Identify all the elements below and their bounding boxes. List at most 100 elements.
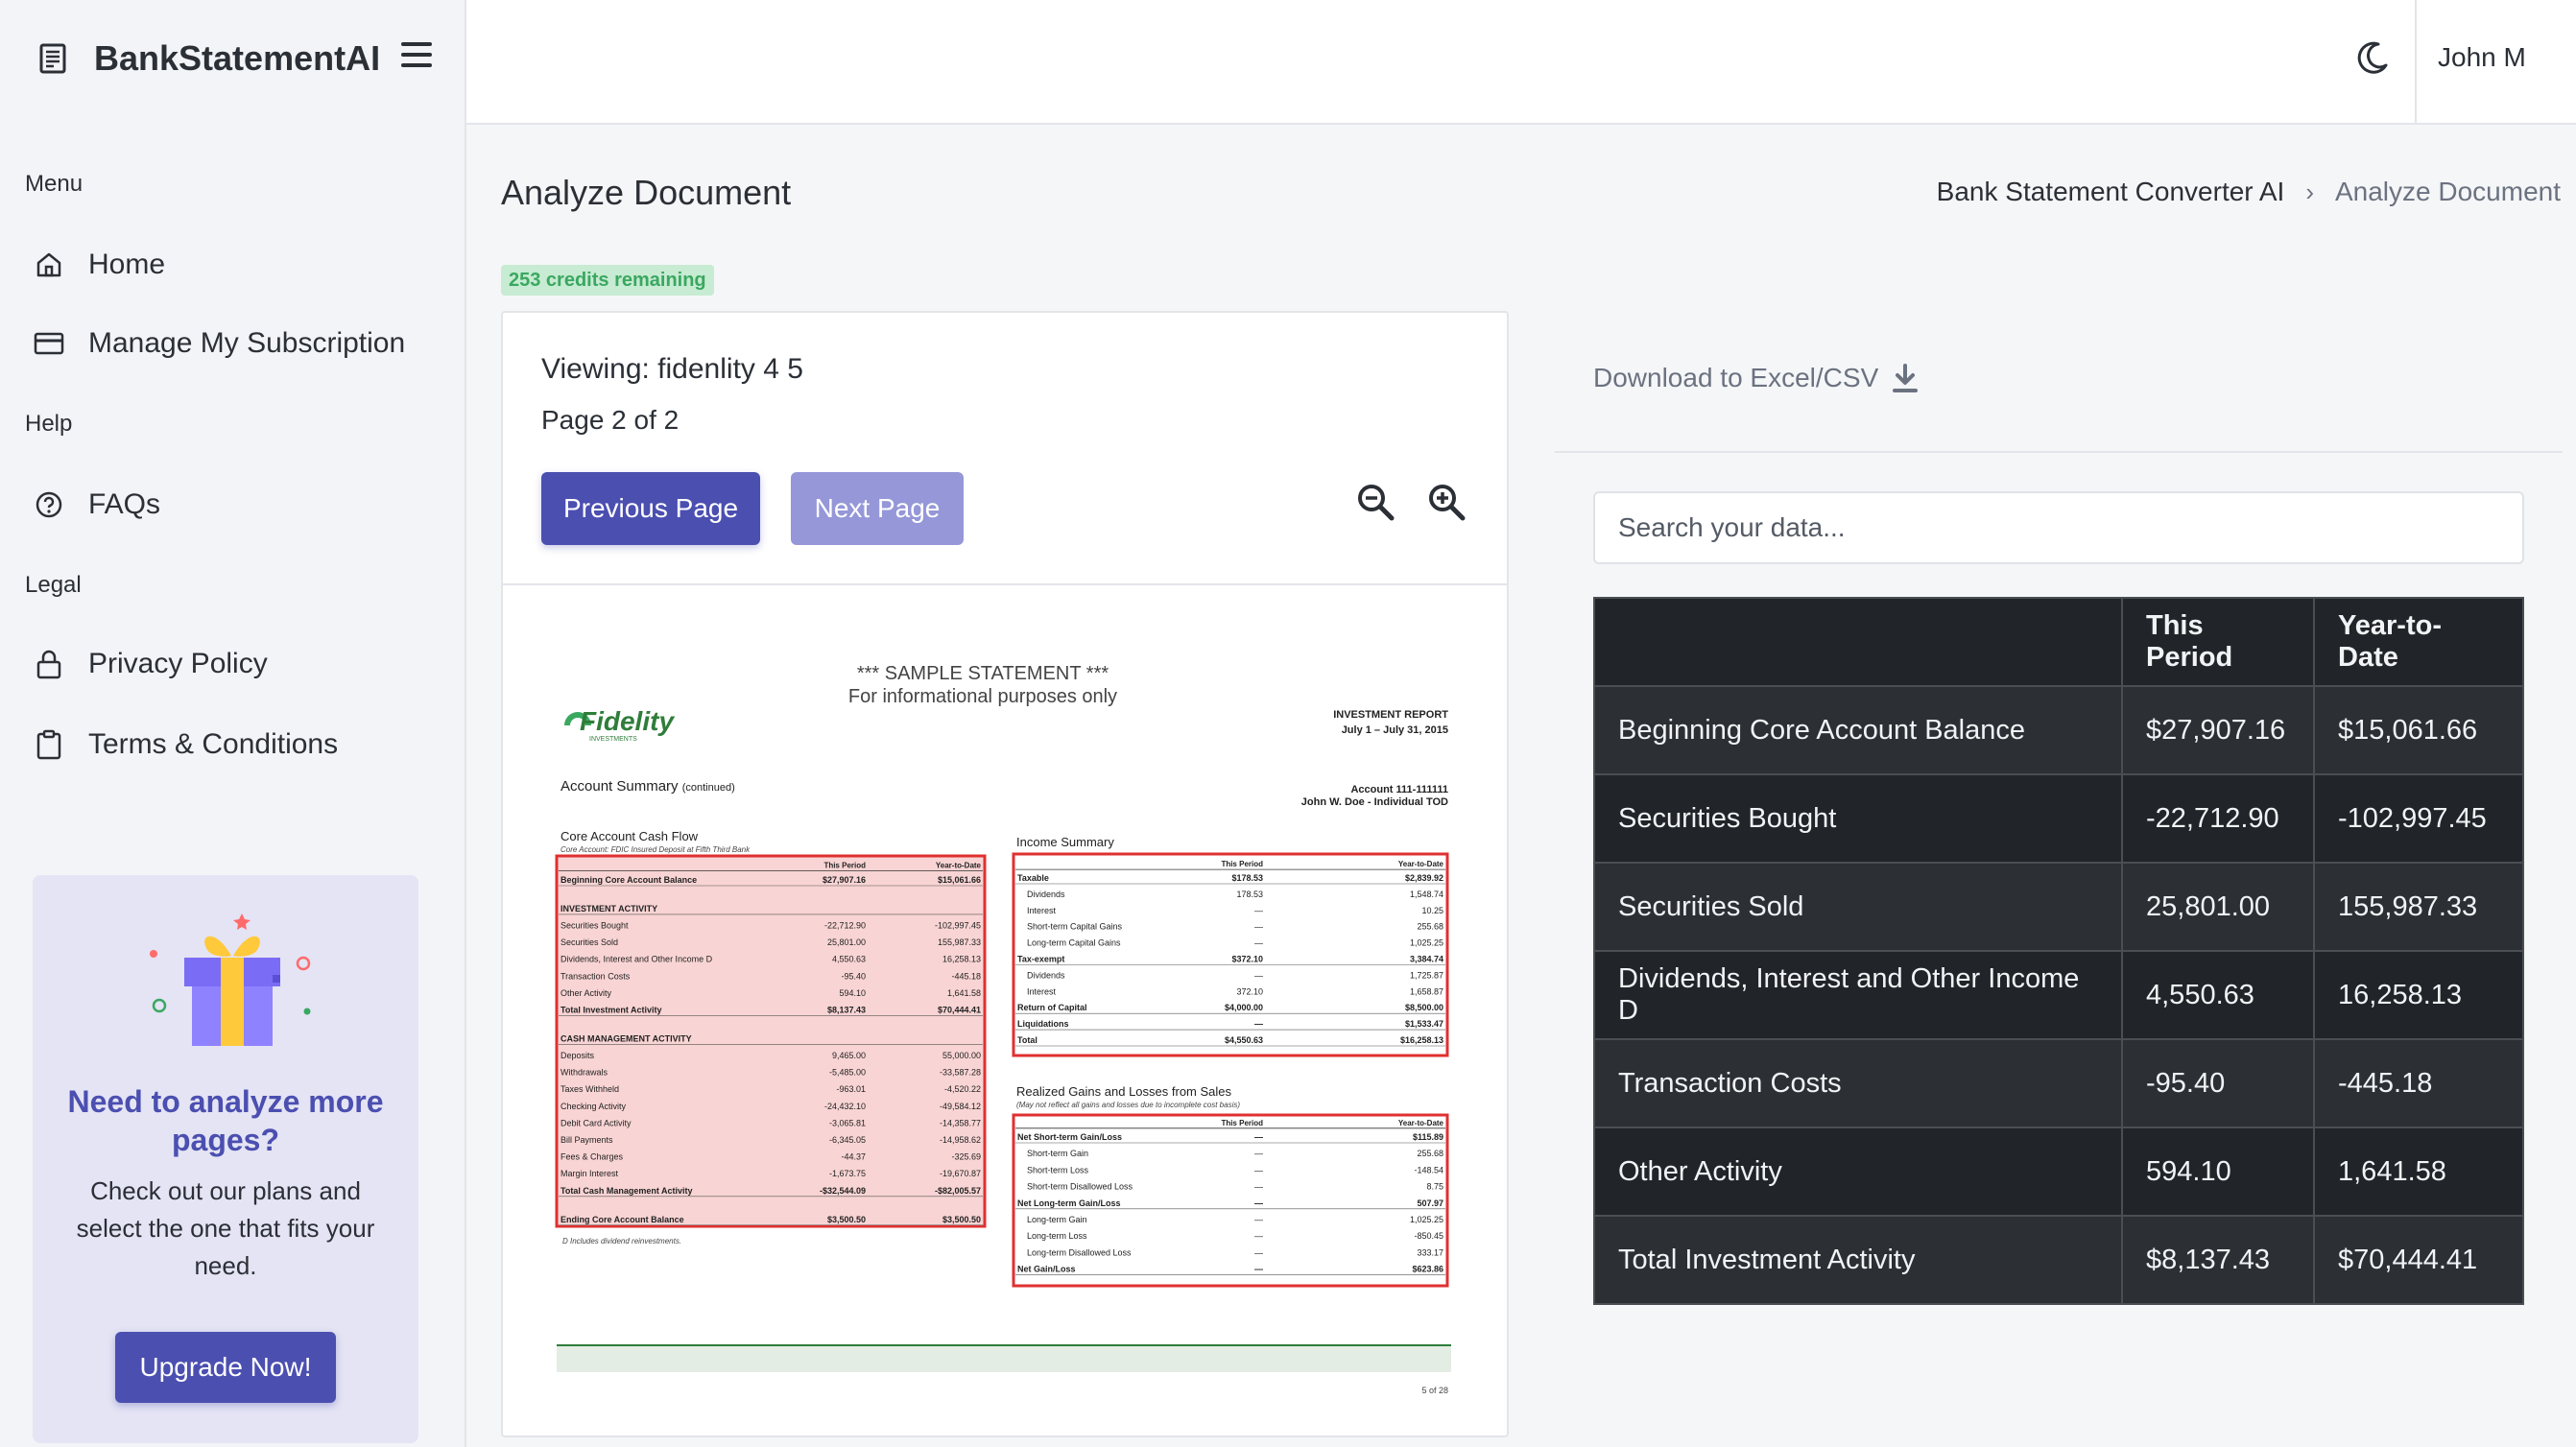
this-period-cell: $8,137.43 — [2121, 1215, 2315, 1305]
doc-core-sub: Core Account: FDIC Insured Deposit at Fi… — [561, 845, 751, 854]
doc-row-ytd: $115.89 — [1413, 1132, 1443, 1142]
this-period-cell: 594.10 — [2121, 1127, 2315, 1217]
lock-icon — [33, 648, 65, 680]
row-label-cell: Other Activity — [1593, 1127, 2123, 1217]
upgrade-button[interactable]: Upgrade Now! — [115, 1332, 336, 1403]
doc-row-period: 9,465.00 — [832, 1051, 866, 1060]
menu-toggle-icon[interactable] — [401, 42, 432, 69]
panel-divider — [1555, 451, 2563, 453]
section-title-menu: Menu — [25, 171, 83, 197]
doc-row-period: $3,500.50 — [827, 1215, 866, 1224]
this-period-cell: 25,801.00 — [2121, 862, 2315, 952]
doc-row-label: Long-term Loss — [1027, 1231, 1087, 1241]
doc-row-ytd: 255.68 — [1417, 1149, 1443, 1158]
doc-row-label: Transaction Costs — [561, 971, 631, 981]
breadcrumb-parent[interactable]: Bank Statement Converter AI — [1936, 177, 2285, 206]
doc-row-label: CASH MANAGEMENT ACTIVITY — [561, 1033, 692, 1043]
doc-row-period: — — [1254, 1165, 1263, 1174]
doc-row-ytd: -14,358.77 — [940, 1118, 981, 1127]
doc-row-label: Withdrawals — [561, 1068, 608, 1078]
doc-row-ytd: 1,548.74 — [1410, 890, 1443, 899]
doc-row-label: Long-term Gain — [1027, 1215, 1087, 1224]
doc-row-ytd: 1,658.87 — [1410, 986, 1443, 996]
zoom-in-icon[interactable] — [1426, 482, 1468, 524]
row-label-cell: Securities Bought — [1593, 773, 2123, 864]
svg-text:Account Summary (continued): Account Summary (continued) — [561, 778, 735, 795]
previous-page-button[interactable]: Previous Page — [541, 472, 760, 545]
doc-row-label: Net Long-term Gain/Loss — [1017, 1198, 1121, 1208]
sidebar-item-terms[interactable]: Terms & Conditions — [33, 718, 338, 771]
card-icon — [33, 327, 65, 360]
this-period-cell: -95.40 — [2121, 1038, 2315, 1128]
table-row[interactable]: Transaction Costs -95.40 -445.18 — [1593, 1038, 2524, 1128]
doc-row-ytd: 333.17 — [1417, 1247, 1443, 1257]
year-to-date-cell: $15,061.66 — [2313, 685, 2524, 775]
breadcrumb-current: Analyze Document — [2334, 177, 2561, 206]
credits-badge: 253 credits remaining — [501, 265, 714, 296]
doc-row-label: Short-term Loss — [1027, 1165, 1089, 1174]
doc-row-label: Bill Payments — [561, 1135, 613, 1145]
doc-continued: (continued) — [682, 782, 735, 794]
doc-row-period: -5,485.00 — [829, 1068, 866, 1078]
doc-report-dates: July 1 – July 31, 2015 — [1342, 724, 1448, 736]
doc-row-ytd: $623.86 — [1412, 1265, 1443, 1274]
doc-row-ytd: $15,061.66 — [938, 875, 981, 885]
extracted-data-table: This Period Year-to-Date Beginning Core … — [1593, 597, 2524, 1305]
doc-row-ytd: 255.68 — [1417, 922, 1443, 932]
download-excel-csv-link[interactable]: Download to Excel/CSV — [1593, 363, 1919, 393]
table-row[interactable]: Other Activity 594.10 1,641.58 — [1593, 1127, 2524, 1217]
sidebar-item-privacy[interactable]: Privacy Policy — [33, 637, 268, 691]
this-period-cell: 4,550.63 — [2121, 950, 2315, 1040]
document-viewer: Viewing: fidenlity 4 5 Page 2 of 2 Previ… — [501, 311, 1509, 1437]
year-to-date-cell: -445.18 — [2313, 1038, 2524, 1128]
doc-row-period: — — [1254, 1182, 1263, 1192]
doc-row-label: Deposits — [561, 1051, 595, 1060]
column-header-label[interactable] — [1593, 597, 2123, 687]
doc-row-period: — — [1254, 1198, 1263, 1208]
column-header-year-to-date[interactable]: Year-to-Date — [2313, 597, 2524, 687]
doc-row-label: Taxes Withheld — [561, 1084, 619, 1094]
doc-row-ytd: -19,670.87 — [940, 1169, 981, 1178]
doc-core-note: D Includes dividend reinvestments. — [562, 1237, 681, 1245]
column-header-this-period[interactable]: This Period — [2121, 597, 2315, 687]
doc-row-period: — — [1254, 938, 1263, 948]
doc-row-ytd: -325.69 — [951, 1152, 981, 1162]
section-title-legal: Legal — [25, 572, 82, 598]
doc-account-no: Account 111-111111 — [1350, 784, 1448, 795]
sidebar-item-home[interactable]: Home — [33, 238, 165, 292]
doc-row-period: 594.10 — [839, 988, 866, 998]
doc-income-table: This Period Year-to-Date Taxable $178.53 $2,… — [1015, 860, 1445, 1047]
sidebar-item-label: Terms & Conditions — [88, 728, 339, 760]
brand[interactable]: BankStatementAI — [36, 35, 380, 83]
sidebar-item-faqs[interactable]: FAQs — [33, 478, 160, 532]
doc-row-period: -1,673.75 — [829, 1169, 866, 1178]
next-page-button[interactable]: Next Page — [791, 472, 964, 545]
doc-row-period: -44.37 — [841, 1152, 866, 1162]
doc-row-ytd: -445.18 — [951, 971, 981, 981]
doc-row-period: — — [1254, 1247, 1263, 1257]
search-input[interactable] — [1593, 491, 2524, 564]
table-row[interactable]: Beginning Core Account Balance $27,907.16… — [1593, 685, 2524, 775]
doc-row-ytd: $70,444.41 — [938, 1006, 981, 1015]
fidelity-logo: Fidelity INVESTMENTS — [564, 706, 675, 743]
doc-row-period: — — [1254, 1132, 1263, 1142]
doc-row-ytd: 16,258.13 — [942, 955, 981, 964]
table-row[interactable]: Total Investment Activity $8,137.43 $70,44… — [1593, 1215, 2524, 1305]
doc-row-label: Dividends, Interest and Other Income D — [561, 955, 713, 964]
table-row[interactable]: Dividends, Interest and Other Income D 4,… — [1593, 950, 2524, 1040]
table-row[interactable]: Securities Sold 25,801.00 155,987.33 — [1593, 862, 2524, 952]
doc-row-label: Fees & Charges — [561, 1152, 624, 1162]
doc-row-period: 178.53 — [1236, 890, 1263, 899]
moon-icon[interactable] — [2353, 38, 2392, 77]
doc-row-label: Margin Interest — [561, 1169, 619, 1178]
doc-row-label: Beginning Core Account Balance — [561, 875, 697, 885]
doc-row-ytd: $16,258.13 — [1400, 1035, 1443, 1045]
user-menu[interactable]: John M — [2438, 42, 2526, 72]
doc-row-period: -6,345.05 — [829, 1135, 866, 1145]
sidebar-item-subscription[interactable]: Manage My Subscription — [33, 317, 405, 370]
doc-row-period: — — [1254, 970, 1263, 980]
doc-row-ytd: 8.75 — [1426, 1182, 1443, 1192]
table-row[interactable]: Securities Bought -22,712.90 -102,997.45 — [1593, 773, 2524, 864]
doc-row-period: $8,137.43 — [827, 1006, 866, 1015]
zoom-out-icon[interactable] — [1355, 482, 1397, 524]
